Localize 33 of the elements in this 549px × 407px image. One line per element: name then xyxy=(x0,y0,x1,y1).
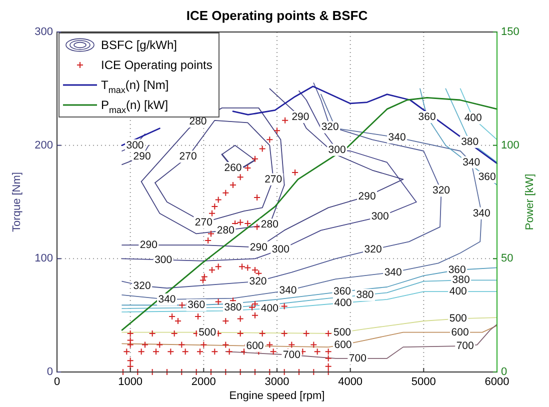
legend-label: BSFC [g/kWh] xyxy=(101,38,178,52)
legend-label: P$_{max}$(n) [kW] xyxy=(101,98,168,115)
annotation: 290 xyxy=(140,239,158,252)
x-tick-label: 0 xyxy=(54,376,60,388)
legend-label: T$_{max}$(n) [Nm] xyxy=(101,78,169,95)
y2-tick-label: 50 xyxy=(501,252,514,265)
y2-axis-title: Power [kW] xyxy=(524,174,536,230)
x-axis-title: Engine speed [rpm] xyxy=(229,390,325,402)
annotation: 290 xyxy=(133,150,151,163)
x-tick-label: 6000 xyxy=(484,376,510,388)
y-tick-label: 200 xyxy=(34,139,53,152)
annotation: 320 xyxy=(432,184,450,197)
annotation: 290 xyxy=(292,111,310,123)
x-tick-label: 3000 xyxy=(264,376,290,388)
x-tick-label: 1000 xyxy=(118,376,143,388)
x-tick-label: 2000 xyxy=(191,376,216,388)
annotation: 400 xyxy=(464,112,482,124)
annotation: 270 xyxy=(264,173,282,186)
y-tick-label: 300 xyxy=(34,26,53,38)
y2-tick-label: 150 xyxy=(501,26,520,38)
y-tick-label: 0 xyxy=(46,366,53,378)
y-tick-label: 100 xyxy=(34,252,53,265)
annotation: 700 xyxy=(456,340,474,352)
chart-title: ICE Operating points & BSFC xyxy=(186,8,368,23)
annotation: 340 xyxy=(472,207,491,220)
y2-tick-label: 100 xyxy=(501,139,520,152)
legend-label: ICE Operating points xyxy=(101,58,212,72)
y2-tick-label: 0 xyxy=(501,366,508,378)
x-tick-label: 5000 xyxy=(411,376,436,388)
annotation: 270 xyxy=(179,150,197,163)
annotation: 400 xyxy=(449,286,468,298)
y-axis-title: Torque [Nm] xyxy=(11,172,23,232)
x-tick-label: 4000 xyxy=(338,376,363,388)
